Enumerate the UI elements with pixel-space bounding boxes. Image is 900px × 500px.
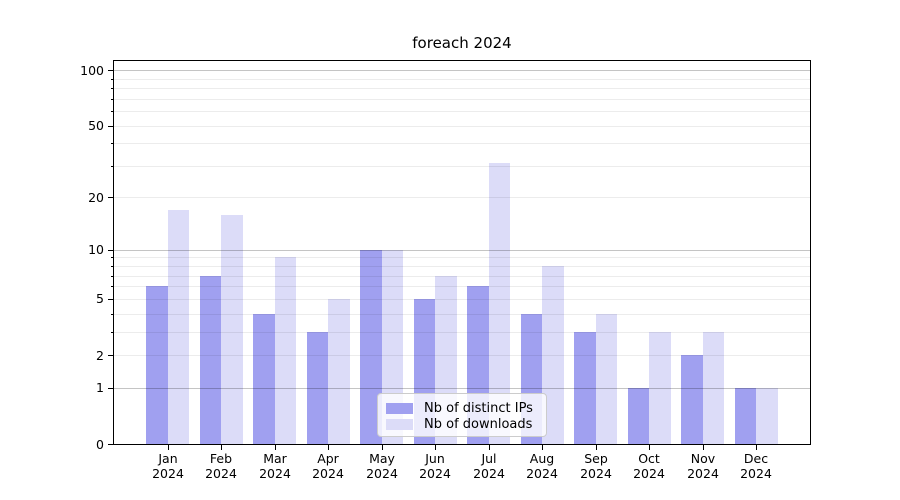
y-axis-tick-label-1: 1: [96, 380, 104, 395]
gridline-minor-60: [114, 111, 810, 112]
y-axis-minor-tick-40: [111, 143, 114, 144]
bar-downloads-nov: [702, 331, 725, 444]
x-axis-label-sep: Sep 2024: [580, 451, 612, 481]
x-axis-tick-jul: [489, 445, 490, 450]
y-axis-tick-label-2: 2: [96, 348, 104, 363]
y-axis-tick-label-10: 10: [88, 242, 104, 257]
gridline-minor-50: [114, 126, 810, 127]
y-axis-tick-label-50: 50: [88, 118, 104, 133]
y-axis-tick-10: [108, 250, 114, 251]
plot-area: [114, 61, 810, 444]
y-axis-minor-tick-60: [111, 111, 114, 112]
bar-downloads-jan: [167, 209, 190, 444]
gridline-minor-20: [114, 197, 810, 198]
y-axis-minor-tick-6: [111, 286, 114, 287]
gridline-minor-70: [114, 99, 810, 100]
y-axis-tick-5: [108, 299, 114, 300]
y-axis-tick-50: [108, 126, 114, 127]
axis-frame: [113, 60, 811, 445]
y-axis-minor-tick-4: [111, 314, 114, 315]
y-axis-tick-20: [108, 197, 114, 198]
x-axis-label-jun: Jun 2024: [419, 451, 451, 481]
x-axis-tick-oct: [649, 445, 650, 450]
y-axis-minor-tick-80: [111, 88, 114, 89]
y-axis-minor-tick-7: [111, 276, 114, 277]
y-axis-minor-tick-3: [111, 332, 114, 333]
y-axis-tick-0: [108, 444, 114, 445]
x-axis-tick-dec: [756, 445, 757, 450]
gridline-minor-30: [114, 166, 810, 167]
x-axis-tick-jun: [435, 445, 436, 450]
y-axis-minor-tick-70: [111, 99, 114, 100]
y-axis-tick-label-0: 0: [96, 437, 104, 452]
bar-ips-mar: [253, 313, 275, 444]
y-axis-tick-1: [108, 388, 114, 389]
legend-swatch-downloads: [386, 418, 413, 430]
x-axis-tick-feb: [221, 445, 222, 450]
y-axis-minor-tick-30: [111, 166, 114, 167]
x-axis-label-dec: Dec 2024: [740, 451, 772, 481]
x-axis-label-aug: Aug 2024: [526, 451, 558, 481]
legend-swatch-ips: [386, 402, 413, 414]
y-axis-tick-label-100: 100: [80, 63, 104, 78]
x-axis-label-may: May 2024: [366, 451, 398, 481]
legend-entry-ips: Nb of distinct IPs: [386, 400, 540, 416]
bar-downloads-jul: [488, 163, 511, 444]
x-axis-label-oct: Oct 2024: [633, 451, 665, 481]
bar-downloads-oct: [649, 331, 671, 444]
legend-entry-downloads: Nb of downloads: [386, 416, 540, 432]
bar-ips-may: [360, 249, 382, 444]
y-axis-tick-label-5: 5: [96, 291, 104, 306]
gridline-minor-9: [114, 257, 810, 258]
gridline-minor-8: [114, 266, 810, 267]
gridline-minor-90: [114, 79, 810, 80]
y-axis-minor-tick-90: [111, 79, 114, 80]
bar-ips-oct: [627, 387, 650, 444]
legend-label-ips: Nb of distinct IPs: [424, 400, 533, 416]
y-axis-minor-tick-9: [111, 257, 114, 258]
x-axis-tick-nov: [703, 445, 704, 450]
x-axis-tick-aug: [542, 445, 543, 450]
legend-label-downloads: Nb of downloads: [424, 416, 533, 432]
x-axis-label-jul: Jul 2024: [473, 451, 505, 481]
x-axis-tick-mar: [275, 445, 276, 450]
y-axis-tick-100: [108, 70, 114, 71]
x-axis-label-nov: Nov 2024: [687, 451, 719, 481]
bar-ips-apr: [306, 331, 329, 444]
gridline-major-10: [114, 250, 810, 251]
bar-downloads-mar: [274, 257, 297, 444]
bar-downloads-feb: [221, 214, 243, 444]
bar-downloads-dec: [756, 387, 778, 444]
bar-ips-sep: [574, 331, 596, 444]
x-axis-label-mar: Mar 2024: [259, 451, 291, 481]
bar-ips-nov: [681, 355, 703, 444]
bar-downloads-apr: [328, 298, 350, 444]
y-axis-tick-2: [108, 355, 114, 356]
gridline-minor-40: [114, 143, 810, 144]
x-axis-tick-sep: [596, 445, 597, 450]
x-axis-label-jan: Jan 2024: [152, 451, 184, 481]
y-axis-minor-tick-8: [111, 266, 114, 267]
bar-ips-jan: [146, 286, 168, 444]
bar-ips-feb: [199, 275, 222, 444]
bar-ips-dec: [734, 387, 757, 444]
y-axis-tick-label-20: 20: [88, 190, 104, 205]
x-axis-label-feb: Feb 2024: [205, 451, 237, 481]
x-axis-tick-apr: [328, 445, 329, 450]
x-axis-label-apr: Apr 2024: [312, 451, 344, 481]
bar-downloads-aug: [542, 266, 564, 444]
gridline-major-100: [114, 70, 810, 71]
x-axis-tick-jan: [168, 445, 169, 450]
chart-title: foreach 2024: [412, 34, 512, 52]
gridline-minor-80: [114, 88, 810, 89]
x-axis-tick-may: [382, 445, 383, 450]
legend: Nb of distinct IPs Nb of downloads: [377, 393, 547, 437]
bar-downloads-sep: [595, 313, 618, 444]
